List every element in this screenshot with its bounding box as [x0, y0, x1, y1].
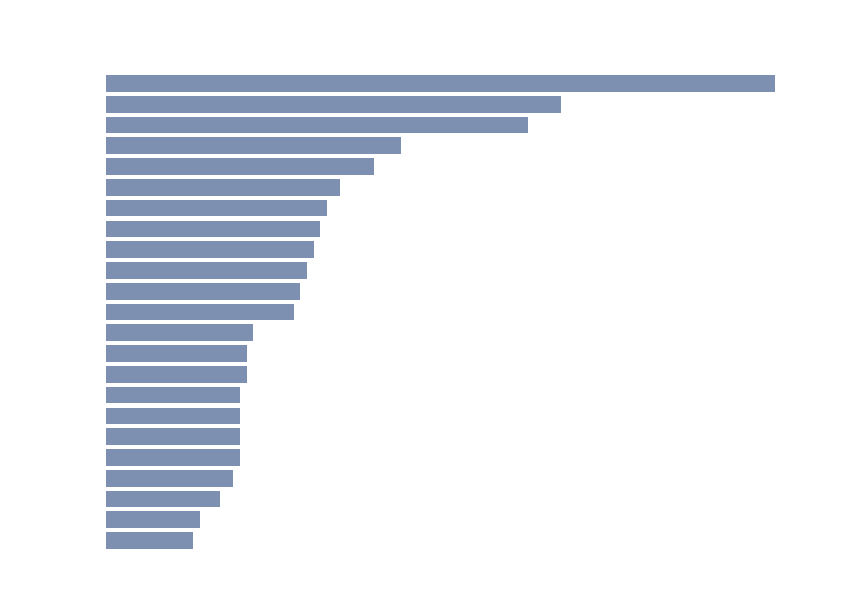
- Bar: [106, 179, 340, 196]
- Bar: [106, 407, 240, 424]
- Bar: [106, 511, 200, 528]
- Bar: [106, 200, 327, 217]
- Bar: [106, 241, 314, 258]
- Bar: [106, 449, 240, 466]
- Bar: [106, 491, 220, 508]
- Bar: [106, 158, 374, 175]
- Bar: [106, 428, 240, 445]
- Bar: [106, 75, 775, 92]
- Bar: [106, 470, 234, 487]
- Bar: [106, 345, 246, 362]
- Bar: [106, 532, 193, 549]
- Bar: [106, 262, 307, 279]
- Bar: [106, 116, 528, 133]
- Bar: [106, 387, 240, 403]
- Bar: [106, 325, 253, 341]
- Bar: [106, 366, 246, 383]
- Bar: [106, 304, 293, 320]
- Bar: [106, 283, 300, 299]
- Bar: [106, 221, 320, 237]
- Bar: [106, 137, 400, 154]
- Bar: [106, 96, 561, 113]
